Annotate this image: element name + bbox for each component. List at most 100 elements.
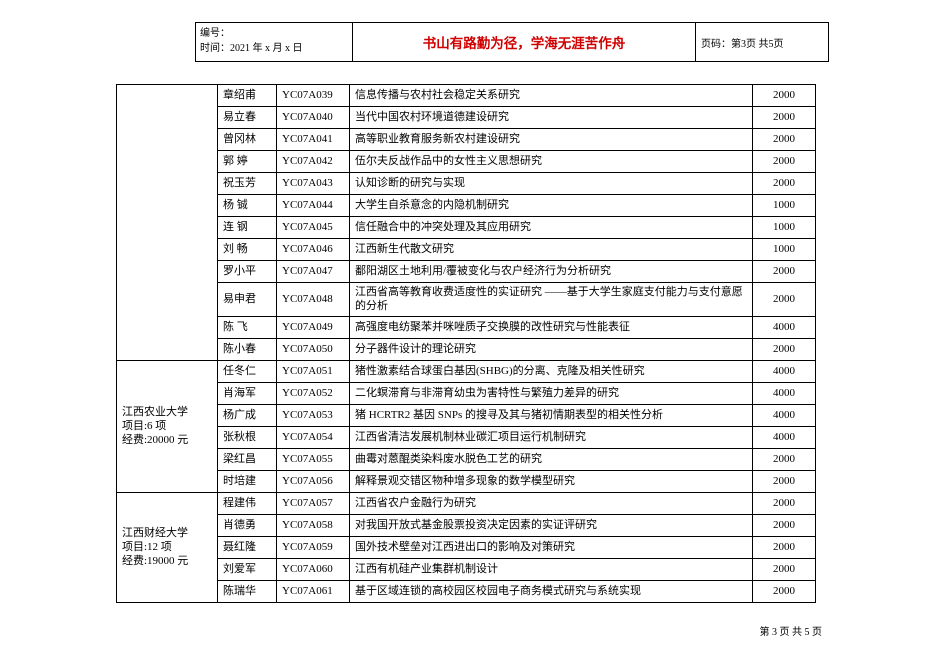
amt-cell: 2000 bbox=[753, 558, 816, 580]
table-row: 江西财经大学项目:12 项经费:19000 元程建伟YC07A057江西省农户金… bbox=[117, 492, 816, 514]
table-row: 陈瑞华YC07A061基于区域连锁的高校园区校园电子商务模式研究与系统实现200… bbox=[117, 580, 816, 602]
code-cell: YC07A041 bbox=[277, 129, 350, 151]
amt-cell: 4000 bbox=[753, 404, 816, 426]
amt-cell: 2000 bbox=[753, 514, 816, 536]
name-cell: 时培建 bbox=[218, 470, 277, 492]
amt-cell: 2000 bbox=[753, 85, 816, 107]
name-cell: 陈 飞 bbox=[218, 316, 277, 338]
table-row: 陈小春YC07A050分子器件设计的理论研究2000 bbox=[117, 338, 816, 360]
desc-cell: 伍尔夫反战作品中的女性主义思想研究 bbox=[350, 151, 753, 173]
code-cell: YC07A043 bbox=[277, 173, 350, 195]
code-cell: YC07A059 bbox=[277, 536, 350, 558]
amt-cell: 2000 bbox=[753, 448, 816, 470]
amt-cell: 4000 bbox=[753, 426, 816, 448]
amt-cell: 4000 bbox=[753, 316, 816, 338]
code-cell: YC07A048 bbox=[277, 283, 350, 317]
amt-cell: 2000 bbox=[753, 283, 816, 317]
group-cell bbox=[117, 85, 218, 361]
amt-cell: 2000 bbox=[753, 129, 816, 151]
table-row: 陈 飞YC07A049高强度电纺聚苯并咪唑质子交换膜的改性研究与性能表征4000 bbox=[117, 316, 816, 338]
group-cell: 江西农业大学项目:6 项经费:20000 元 bbox=[117, 360, 218, 492]
group-cell: 江西财经大学项目:12 项经费:19000 元 bbox=[117, 492, 218, 602]
header-left: 编号： 时间：2021 年 x 月 x 日 bbox=[196, 23, 353, 61]
amt-cell: 1000 bbox=[753, 195, 816, 217]
name-cell: 陈瑞华 bbox=[218, 580, 277, 602]
amt-cell: 1000 bbox=[753, 217, 816, 239]
desc-cell: 曲霉对蒽醌类染料废水脱色工艺的研究 bbox=[350, 448, 753, 470]
name-cell: 梁红昌 bbox=[218, 448, 277, 470]
table-row: 易立春YC07A040当代中国农村环境道德建设研究2000 bbox=[117, 107, 816, 129]
footer-page: 第 3 页 共 5 页 bbox=[760, 623, 823, 638]
main-table: 章绍甫YC07A039信息传播与农村社会稳定关系研究2000易立春YC07A04… bbox=[116, 84, 816, 603]
code-cell: YC07A040 bbox=[277, 107, 350, 129]
serial-label: 编号： bbox=[200, 26, 348, 41]
desc-cell: 江西省高等教育收费适度性的实证研究 ——基于大学生家庭支付能力与支付意愿的分析 bbox=[350, 283, 753, 317]
desc-cell: 当代中国农村环境道德建设研究 bbox=[350, 107, 753, 129]
desc-cell: 解释景观交错区物种增多现象的数学模型研究 bbox=[350, 470, 753, 492]
code-cell: YC07A055 bbox=[277, 448, 350, 470]
name-cell: 肖德勇 bbox=[218, 514, 277, 536]
table-row: 杨广成YC07A053猪 HCRTR2 基因 SNPs 的搜寻及其与猪初情期表型… bbox=[117, 404, 816, 426]
desc-cell: 二化螟滞育与非滞育幼虫为害特性与繁殖力差异的研究 bbox=[350, 382, 753, 404]
amt-cell: 2000 bbox=[753, 151, 816, 173]
code-cell: YC07A046 bbox=[277, 239, 350, 261]
desc-cell: 分子器件设计的理论研究 bbox=[350, 338, 753, 360]
amt-cell: 2000 bbox=[753, 580, 816, 602]
amt-cell: 2000 bbox=[753, 338, 816, 360]
amt-cell: 2000 bbox=[753, 536, 816, 558]
name-cell: 祝玉芳 bbox=[218, 173, 277, 195]
amt-cell: 2000 bbox=[753, 107, 816, 129]
desc-cell: 国外技术壁垒对江西进出口的影响及对策研究 bbox=[350, 536, 753, 558]
name-cell: 任冬仁 bbox=[218, 360, 277, 382]
name-cell: 杨 铖 bbox=[218, 195, 277, 217]
code-cell: YC07A049 bbox=[277, 316, 350, 338]
name-cell: 聂红隆 bbox=[218, 536, 277, 558]
table-row: 易申君YC07A048江西省高等教育收费适度性的实证研究 ——基于大学生家庭支付… bbox=[117, 283, 816, 317]
desc-cell: 猪性激素结合球蛋白基因(SHBG)的分离、克隆及相关性研究 bbox=[350, 360, 753, 382]
amt-cell: 2000 bbox=[753, 470, 816, 492]
name-cell: 罗小平 bbox=[218, 261, 277, 283]
table-row: 郭 婷YC07A042伍尔夫反战作品中的女性主义思想研究2000 bbox=[117, 151, 816, 173]
table-row: 章绍甫YC07A039信息传播与农村社会稳定关系研究2000 bbox=[117, 85, 816, 107]
code-cell: YC07A054 bbox=[277, 426, 350, 448]
code-cell: YC07A045 bbox=[277, 217, 350, 239]
header-page-label: 页码：第3页 共5页 bbox=[696, 23, 828, 61]
table-row: 肖德勇YC07A058对我国开放式基金股票投资决定因素的实证评研究2000 bbox=[117, 514, 816, 536]
desc-cell: 猪 HCRTR2 基因 SNPs 的搜寻及其与猪初情期表型的相关性分析 bbox=[350, 404, 753, 426]
code-cell: YC07A042 bbox=[277, 151, 350, 173]
time-label: 时间：2021 年 x 月 x 日 bbox=[200, 41, 348, 56]
desc-cell: 鄱阳湖区土地利用/覆被变化与农户经济行为分析研究 bbox=[350, 261, 753, 283]
table-row: 聂红隆YC07A059国外技术壁垒对江西进出口的影响及对策研究2000 bbox=[117, 536, 816, 558]
table-row: 肖海军YC07A052二化螟滞育与非滞育幼虫为害特性与繁殖力差异的研究4000 bbox=[117, 382, 816, 404]
code-cell: YC07A060 bbox=[277, 558, 350, 580]
amt-cell: 4000 bbox=[753, 382, 816, 404]
amt-cell: 1000 bbox=[753, 239, 816, 261]
desc-cell: 江西有机硅产业集群机制设计 bbox=[350, 558, 753, 580]
code-cell: YC07A047 bbox=[277, 261, 350, 283]
code-cell: YC07A050 bbox=[277, 338, 350, 360]
desc-cell: 江西省清洁发展机制林业碳汇项目运行机制研究 bbox=[350, 426, 753, 448]
code-cell: YC07A051 bbox=[277, 360, 350, 382]
table-row: 杨 铖YC07A044大学生自杀意念的内隐机制研究1000 bbox=[117, 195, 816, 217]
name-cell: 连 钢 bbox=[218, 217, 277, 239]
amt-cell: 2000 bbox=[753, 261, 816, 283]
table-row: 祝玉芳YC07A043认知诊断的研究与实现2000 bbox=[117, 173, 816, 195]
code-cell: YC07A057 bbox=[277, 492, 350, 514]
amt-cell: 4000 bbox=[753, 360, 816, 382]
table-row: 张秋根YC07A054江西省清洁发展机制林业碳汇项目运行机制研究4000 bbox=[117, 426, 816, 448]
name-cell: 肖海军 bbox=[218, 382, 277, 404]
code-cell: YC07A052 bbox=[277, 382, 350, 404]
table-row: 刘 畅YC07A046江西新生代散文研究1000 bbox=[117, 239, 816, 261]
name-cell: 陈小春 bbox=[218, 338, 277, 360]
desc-cell: 高等职业教育服务新农村建设研究 bbox=[350, 129, 753, 151]
code-cell: YC07A044 bbox=[277, 195, 350, 217]
name-cell: 章绍甫 bbox=[218, 85, 277, 107]
table-row: 刘爱军YC07A060江西有机硅产业集群机制设计2000 bbox=[117, 558, 816, 580]
desc-cell: 江西新生代散文研究 bbox=[350, 239, 753, 261]
name-cell: 刘 畅 bbox=[218, 239, 277, 261]
desc-cell: 认知诊断的研究与实现 bbox=[350, 173, 753, 195]
desc-cell: 信息传播与农村社会稳定关系研究 bbox=[350, 85, 753, 107]
desc-cell: 高强度电纺聚苯并咪唑质子交换膜的改性研究与性能表征 bbox=[350, 316, 753, 338]
header-box: 编号： 时间：2021 年 x 月 x 日 书山有路勤为径，学海无涯苦作舟 页码… bbox=[195, 22, 829, 62]
desc-cell: 大学生自杀意念的内隐机制研究 bbox=[350, 195, 753, 217]
